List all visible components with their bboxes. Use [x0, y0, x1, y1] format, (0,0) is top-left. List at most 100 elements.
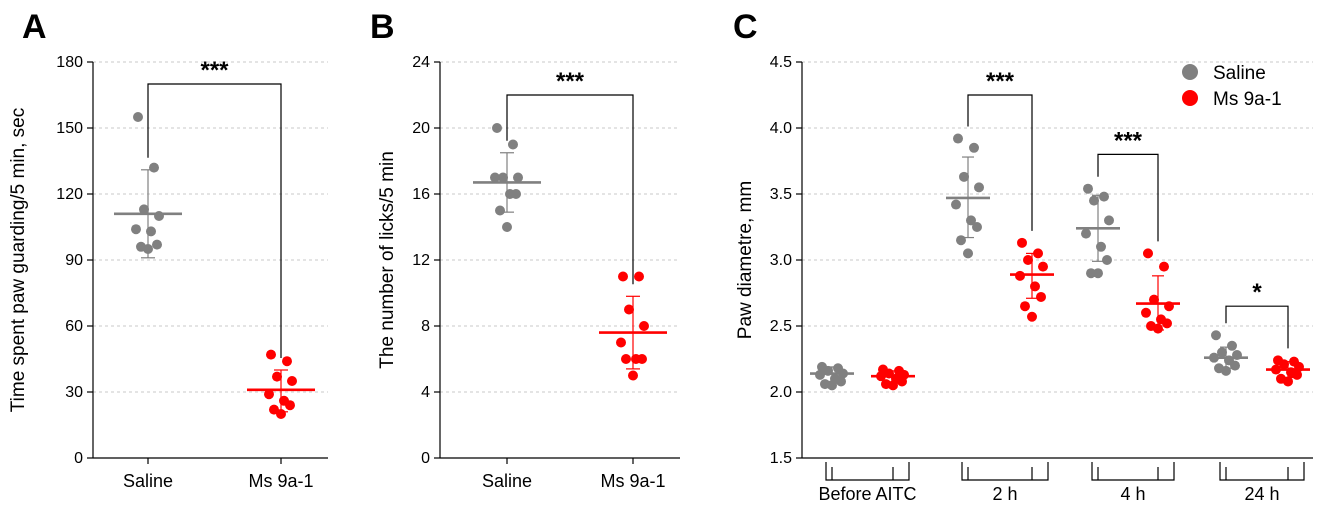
significance-label: *** — [986, 68, 1015, 95]
ms9a1-point — [1023, 255, 1033, 265]
ms9a1-point — [634, 271, 644, 282]
ms9a1-point — [1149, 294, 1159, 305]
y-axis-label: Time spent paw guarding/5 min, sec — [8, 108, 29, 413]
saline-point — [815, 369, 825, 380]
x-group-bracket — [1219, 462, 1305, 481]
y-tick-label: 30 — [65, 384, 83, 401]
y-tick-label: 60 — [65, 318, 83, 335]
saline-point — [133, 112, 143, 122]
significance-bracket — [1097, 153, 1159, 242]
y-tick-label: 20 — [412, 120, 430, 137]
ms9a1-point — [1162, 318, 1172, 329]
saline-point — [1102, 255, 1112, 265]
significance-label: *** — [200, 57, 229, 84]
x-tick-label: 24 h — [1244, 484, 1279, 504]
legend-label: Saline — [1213, 63, 1266, 84]
x-tick-label: 4 h — [1120, 484, 1145, 504]
y-tick-label: 12 — [412, 252, 430, 269]
x-tick-label: Before AITC — [818, 484, 916, 504]
ms9a1-point — [1159, 261, 1169, 272]
saline-point — [1227, 340, 1237, 351]
ms9a1-point — [1038, 261, 1048, 272]
saline-point — [827, 380, 837, 391]
y-tick-label: 2.5 — [770, 318, 792, 335]
y-tick-label: 4 — [421, 384, 430, 401]
saline-point — [1211, 330, 1221, 341]
x-tick-label: Ms 9a-1 — [248, 471, 313, 491]
saline-point — [951, 199, 961, 210]
x-tick-label: Saline — [123, 471, 173, 491]
y-axis-label: The number of licks/5 min — [377, 151, 398, 369]
ms9a1-point — [1292, 369, 1302, 380]
saline-point — [959, 171, 969, 182]
y-tick-label: 16 — [412, 186, 430, 203]
y-tick-label: 150 — [56, 120, 83, 137]
significance-label: * — [1252, 279, 1262, 306]
significance-bracket — [147, 83, 282, 358]
x-group-bracket — [825, 462, 910, 481]
saline-point — [1217, 347, 1227, 358]
ms9a1-point — [1017, 237, 1027, 248]
ms9a1-point — [272, 371, 282, 382]
saline-point — [1083, 183, 1093, 194]
saline-point — [836, 376, 846, 387]
saline-point — [492, 123, 502, 133]
saline-point — [490, 172, 500, 183]
y-tick-label: 120 — [56, 186, 83, 203]
y-tick-label: 0 — [74, 450, 83, 467]
saline-point — [498, 172, 508, 183]
legend-label: Ms 9a-1 — [1213, 89, 1282, 110]
ms9a1-point — [616, 337, 626, 348]
saline-point — [1086, 268, 1096, 279]
saline-point — [511, 189, 521, 199]
panel-letter: B — [370, 8, 395, 46]
saline-point — [1081, 228, 1091, 239]
significance-label: *** — [556, 68, 585, 95]
ms9a1-point — [628, 370, 638, 381]
ms9a1-point — [1036, 291, 1046, 302]
y-tick-label: 90 — [65, 252, 83, 269]
saline-point — [1093, 268, 1103, 279]
x-tick-label: 2 h — [992, 484, 1017, 504]
y-tick-label: 3.0 — [770, 252, 792, 269]
saline-point — [508, 139, 518, 150]
saline-point — [969, 142, 979, 153]
y-tick-label: 180 — [56, 54, 83, 71]
ms9a1-point — [639, 321, 649, 331]
saline-point — [1099, 191, 1109, 202]
significance-bracket — [1225, 305, 1289, 349]
ms9a1-point — [264, 389, 274, 400]
ms9a1-legend-marker — [1182, 90, 1198, 106]
saline-point — [139, 204, 149, 215]
ms9a1-point — [637, 354, 647, 364]
saline-point — [502, 222, 512, 232]
saline-point — [1089, 195, 1099, 206]
y-tick-label: 3.5 — [770, 186, 792, 203]
saline-point — [972, 222, 982, 232]
ms9a1-point — [624, 304, 634, 315]
x-group-bracket — [961, 462, 1049, 481]
panel-b: B 0 4 8 12 16 20 24 The number of licks/5 min Sal… — [370, 8, 680, 491]
ms9a1-point — [1141, 307, 1151, 318]
saline-point — [1104, 215, 1114, 226]
y-tick-label: 2.0 — [770, 384, 792, 401]
ms9a1-point — [1143, 248, 1153, 259]
saline-point — [131, 224, 141, 235]
x-group-bracket — [1091, 462, 1175, 481]
saline-point — [974, 182, 984, 193]
panel-letter: A — [22, 8, 47, 46]
saline-point — [963, 248, 973, 259]
ms9a1-point — [618, 271, 628, 282]
ms9a1-point — [266, 349, 276, 360]
y-tick-label: 24 — [412, 54, 430, 71]
y-axis-label: Paw diametre, mm — [735, 181, 756, 339]
saline-point — [1230, 360, 1240, 371]
significance-bracket — [967, 94, 1033, 231]
panel-a: A 0 30 60 90 120 150 180 Time spent paw guarding… — [8, 8, 328, 491]
panel-letter: C — [733, 8, 758, 46]
saline-point — [152, 239, 162, 250]
saline-point — [149, 162, 159, 173]
saline-point — [956, 235, 966, 246]
y-tick-label: 4.5 — [770, 54, 792, 71]
